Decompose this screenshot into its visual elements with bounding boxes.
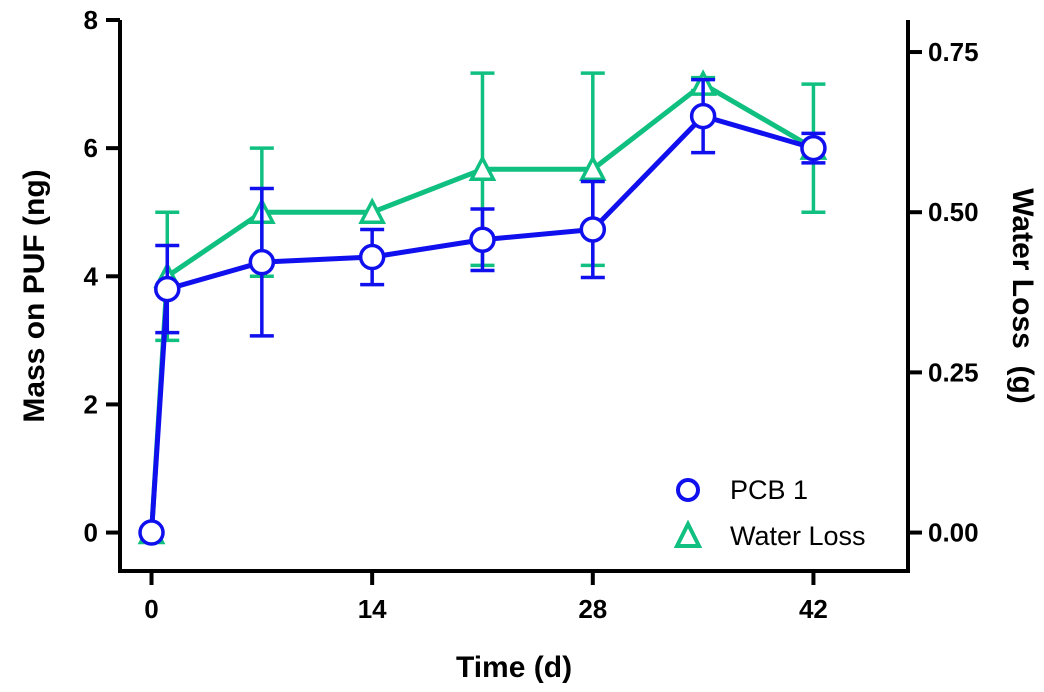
x-tick-label: 28 — [578, 594, 607, 624]
y2-tick-label: 0.00 — [928, 518, 979, 548]
series-layer — [137, 69, 828, 546]
y-tick-label: 4 — [84, 261, 99, 291]
legend-label-water-loss: Water Loss — [730, 521, 866, 551]
data-point — [578, 154, 607, 182]
series-line — [149, 81, 815, 533]
y2-tick-label: 0.25 — [928, 357, 979, 387]
data-point — [138, 519, 165, 546]
legend-marker-water-loss — [673, 519, 703, 548]
y2-tick-label: 0.50 — [928, 197, 979, 227]
data-point — [689, 102, 717, 130]
data-point — [468, 154, 497, 182]
y-tick-label: 6 — [84, 133, 98, 163]
ticks-layer: 0 14 28 42 0 2 4 6 8 0.00 0.25 0.50 0.75 — [84, 5, 979, 624]
y-axis-title: Mass on PUF (ng) — [18, 169, 51, 422]
plot-frame — [118, 20, 910, 573]
data-point — [469, 226, 496, 254]
legend-marker-pcb1 — [676, 478, 700, 502]
y-tick-label: 2 — [84, 389, 98, 419]
x-axis-title: Time (d) — [456, 651, 572, 684]
series-water-loss — [137, 69, 828, 545]
data-point — [579, 216, 607, 243]
legend-label-pcb1: PCB 1 — [730, 475, 808, 505]
y-tick-label: 0 — [84, 518, 98, 548]
series-pcb1 — [138, 77, 827, 546]
data-point — [800, 134, 827, 162]
data-point — [248, 248, 276, 276]
data-point — [358, 197, 387, 224]
legend: PCB 1 Water Loss — [673, 475, 866, 551]
y2-tick-label: 0.75 — [928, 37, 979, 67]
y2-axis-title: Water Loss (g) — [1006, 188, 1039, 404]
x-tick-label: 42 — [799, 594, 828, 624]
x-tick-label: 14 — [358, 594, 387, 624]
series-line — [149, 113, 815, 533]
data-point — [358, 243, 386, 271]
data-point — [154, 275, 181, 303]
x-tick-label: 0 — [144, 594, 158, 624]
y-tick-label: 8 — [84, 5, 98, 35]
